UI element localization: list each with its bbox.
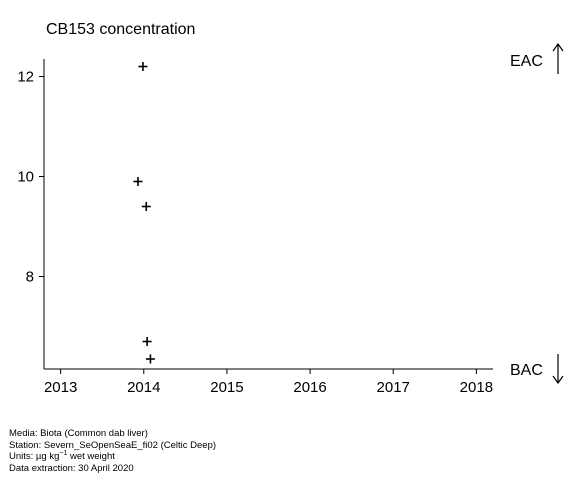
x-tick-label: 2018 xyxy=(460,379,493,396)
footer-extraction: Data extraction: 30 April 2020 xyxy=(9,462,134,474)
eac-threshold: EAC xyxy=(510,42,564,74)
bac-threshold: BAC xyxy=(510,354,564,385)
units-prefix: Units: µg kg xyxy=(9,451,60,463)
y-tick-label: 8 xyxy=(26,269,34,286)
x-tick-label: 2016 xyxy=(293,379,326,396)
y-tick-label: 12 xyxy=(17,69,34,86)
data-point xyxy=(145,354,155,364)
arrow-down-icon xyxy=(552,354,564,385)
footer-station: Station: Severn_SeOpenSeaE_fi02 (Celtic … xyxy=(9,439,217,451)
arrow-up-icon xyxy=(552,42,564,74)
x-axis-ticks: 2013 2014 2015 2016 2017 2018 xyxy=(44,369,493,396)
footer-units: Units: µg kg−1 wet weight xyxy=(9,450,216,463)
x-tick-label: 2013 xyxy=(44,379,77,396)
chart-footer: Media: Biota (Common dab liver) Station:… xyxy=(9,428,216,474)
data-point xyxy=(133,177,143,186)
chart-title: CB153 concentration xyxy=(46,21,195,38)
units-exponent: −1 xyxy=(59,450,68,458)
data-point xyxy=(141,202,151,211)
x-tick-label: 2015 xyxy=(210,379,243,396)
data-points xyxy=(133,62,155,364)
data-point xyxy=(142,337,152,346)
y-tick-label: 10 xyxy=(17,169,34,186)
eac-label: EAC xyxy=(510,53,543,70)
bac-label: BAC xyxy=(510,362,543,379)
x-tick-label: 2017 xyxy=(377,379,410,396)
units-suffix: wet weight xyxy=(67,451,115,463)
y-axis-ticks: 8 10 12 xyxy=(17,69,44,286)
footer-media: Media: Biota (Common dab liver) xyxy=(9,428,148,439)
x-tick-label: 2014 xyxy=(127,379,160,396)
data-point xyxy=(138,62,148,71)
